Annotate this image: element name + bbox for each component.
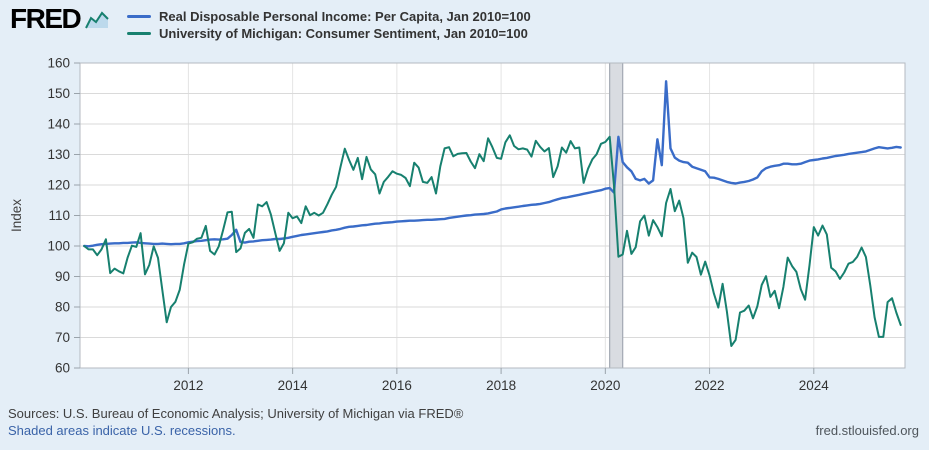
series-line-sentiment[interactable] <box>83 134 902 347</box>
legend-swatch-sentiment <box>127 32 151 35</box>
y-axis-title: Index <box>9 199 24 232</box>
legend-item-sentiment[interactable]: University of Michigan: Consumer Sentime… <box>127 25 531 42</box>
y-tick-label: 160 <box>47 56 70 71</box>
y-tick-label: 110 <box>48 208 70 223</box>
legend-label-sentiment: University of Michigan: Consumer Sentime… <box>159 26 528 41</box>
x-tick-label: 2018 <box>486 378 516 393</box>
sources-text: Sources: U.S. Bureau of Economic Analysi… <box>8 406 464 421</box>
y-tick-label: 60 <box>55 361 70 376</box>
y-tick-label: 90 <box>55 269 70 284</box>
y-tick-label: 130 <box>47 147 70 162</box>
y-tick-label: 70 <box>55 330 70 345</box>
fred-site-link[interactable]: fred.stlouisfed.org <box>815 423 919 438</box>
y-tick-label: 80 <box>55 300 70 315</box>
x-tick-label: 2014 <box>278 378 309 393</box>
fred-logo-text: FRED <box>10 3 82 34</box>
legend-swatch-income <box>127 15 151 18</box>
y-tick-label: 100 <box>47 239 70 254</box>
x-tick-label: 2016 <box>382 378 412 393</box>
legend: Real Disposable Personal Income: Per Cap… <box>127 8 531 42</box>
x-tick-label: 2012 <box>173 378 203 393</box>
y-tick-label: 140 <box>47 117 70 132</box>
header: FRED <box>10 3 110 34</box>
x-tick-label: 2020 <box>590 378 620 393</box>
x-tick-label: 2024 <box>799 378 830 393</box>
fred-logo[interactable]: FRED <box>10 3 110 34</box>
chart-canvas[interactable]: 60 70 80 90 100 110 120 130 140 150 160 2012 2014 201… <box>0 0 929 400</box>
fred-logo-sparkline-icon <box>85 10 109 28</box>
y-tick-label: 150 <box>47 86 70 101</box>
x-tick-label: 2022 <box>695 378 725 393</box>
footer: Sources: U.S. Bureau of Economic Analysi… <box>8 405 921 439</box>
recession-note-link[interactable]: Shaded areas indicate U.S. recessions. <box>8 423 236 438</box>
y-tick-label: 120 <box>47 178 70 193</box>
legend-label-income: Real Disposable Personal Income: Per Cap… <box>159 9 531 24</box>
legend-item-income[interactable]: Real Disposable Personal Income: Per Cap… <box>127 8 531 25</box>
